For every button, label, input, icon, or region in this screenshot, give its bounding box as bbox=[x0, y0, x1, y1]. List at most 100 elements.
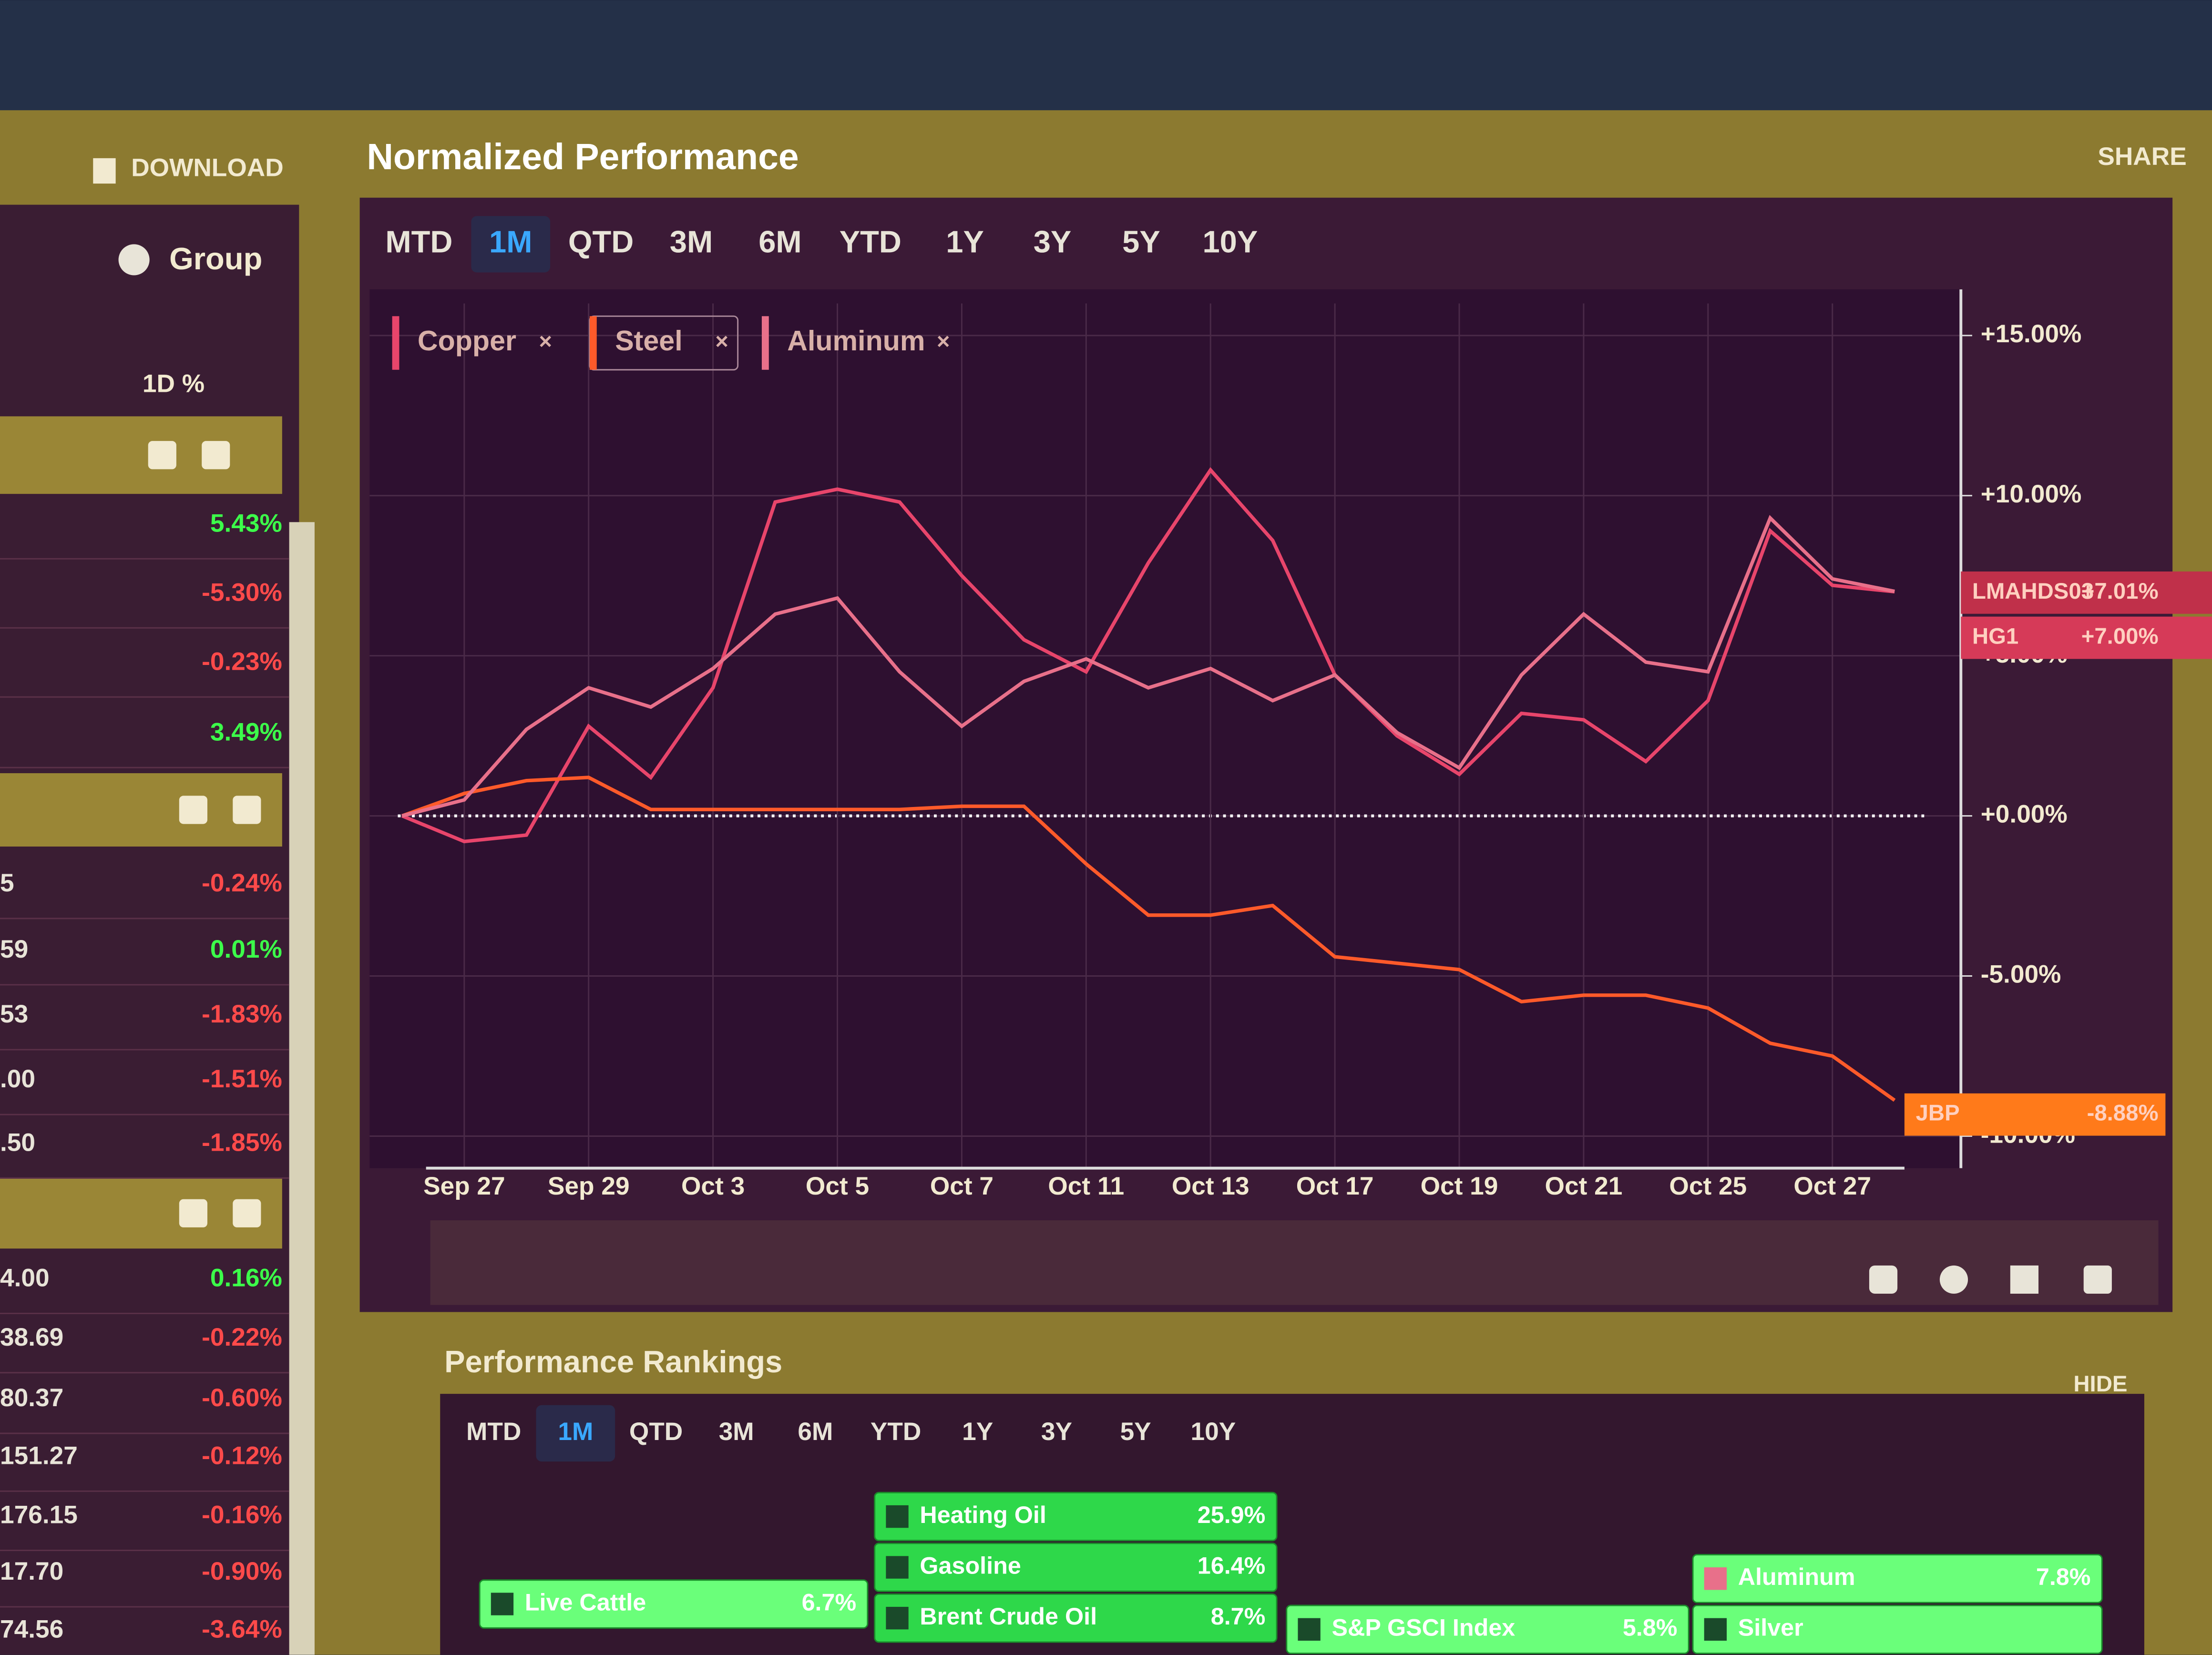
ranking-tile[interactable] bbox=[874, 1492, 1278, 1542]
ranking-tile[interactable] bbox=[479, 1579, 869, 1629]
tool-icon[interactable] bbox=[1939, 1265, 1968, 1294]
series-line bbox=[401, 467, 1895, 844]
y-tick-label: -5.00% bbox=[1981, 960, 2061, 989]
sort-icon[interactable] bbox=[179, 796, 207, 824]
tool-icon[interactable] bbox=[2010, 1265, 2039, 1294]
x-tick-label: Oct 25 bbox=[1669, 1172, 1747, 1200]
ranking-name: Heating Oil bbox=[920, 1501, 1046, 1528]
range-button[interactable]: 10Y bbox=[1202, 225, 1258, 259]
legend-remove[interactable]: × bbox=[937, 329, 950, 354]
hide-button[interactable]: HIDE bbox=[2073, 1371, 2127, 1397]
range-button[interactable]: 3M bbox=[719, 1418, 754, 1446]
download-button[interactable]: DOWNLOAD bbox=[131, 154, 283, 182]
ranking-check bbox=[491, 1593, 514, 1615]
range-button[interactable]: 6M bbox=[798, 1418, 833, 1446]
x-tick-label: Oct 5 bbox=[806, 1172, 869, 1200]
row-label: .00 bbox=[0, 1065, 35, 1093]
ranking-name: Brent Crude Oil bbox=[920, 1603, 1097, 1630]
range-button[interactable]: 6M bbox=[758, 225, 801, 259]
row-label: 4.00 bbox=[0, 1264, 50, 1292]
range-active-bg bbox=[536, 1405, 615, 1462]
legend-swatch bbox=[392, 316, 399, 370]
range-button[interactable]: QTD bbox=[629, 1418, 683, 1446]
row-change: 0.01% bbox=[210, 935, 282, 963]
price-tag-ticker: HG1 bbox=[1972, 623, 2018, 649]
ranking-check bbox=[886, 1556, 909, 1579]
row-label: 59 bbox=[0, 935, 28, 963]
price-tag-value: +7.01% bbox=[2081, 579, 2159, 604]
ranking-check bbox=[1704, 1567, 1727, 1590]
sort-icon[interactable] bbox=[233, 796, 261, 824]
row-change: -1.85% bbox=[202, 1128, 282, 1156]
x-tick-label: Oct 21 bbox=[1545, 1172, 1623, 1200]
scrollbar bbox=[289, 522, 315, 1655]
range-button[interactable]: 5Y bbox=[1122, 225, 1160, 259]
ranking-name: S&P GSCI Index bbox=[1331, 1614, 1515, 1641]
sort-icon[interactable] bbox=[148, 441, 176, 470]
range-button[interactable]: QTD bbox=[568, 225, 634, 259]
ranking-tile[interactable] bbox=[874, 1593, 1278, 1643]
range-button[interactable]: 10Y bbox=[1191, 1418, 1236, 1446]
legend-remove[interactable]: × bbox=[715, 329, 728, 354]
series-line bbox=[401, 776, 1896, 1102]
x-tick-label: Oct 19 bbox=[1421, 1172, 1498, 1200]
chart-tools bbox=[1869, 1265, 2112, 1294]
x-tick-label: Oct 7 bbox=[930, 1172, 993, 1200]
row-label: 38.69 bbox=[0, 1323, 63, 1351]
range-button[interactable]: 5Y bbox=[1120, 1418, 1151, 1446]
ranking-name: Gasoline bbox=[920, 1552, 1021, 1579]
x-tick-label: Oct 3 bbox=[681, 1172, 745, 1200]
range-button[interactable]: 3M bbox=[670, 225, 713, 259]
range-button[interactable]: YTD bbox=[840, 225, 901, 259]
download-icon bbox=[93, 158, 116, 184]
y-tick-label: +0.00% bbox=[1981, 800, 2068, 828]
x-tick-label: Oct 13 bbox=[1172, 1172, 1249, 1200]
row-change: -0.12% bbox=[202, 1441, 282, 1470]
range-button[interactable]: 1Y bbox=[962, 1418, 993, 1446]
y-tick-label: +10.00% bbox=[1981, 480, 2082, 508]
ranking-check bbox=[886, 1505, 909, 1528]
row-change: 0.16% bbox=[210, 1264, 282, 1292]
range-button[interactable]: MTD bbox=[466, 1418, 521, 1446]
range-button[interactable]: 3Y bbox=[1041, 1418, 1072, 1446]
tool-icon[interactable] bbox=[1869, 1265, 1898, 1294]
ranking-tile[interactable] bbox=[1692, 1604, 2103, 1655]
x-tick-label: Sep 29 bbox=[548, 1172, 630, 1200]
x-tick-label: Sep 27 bbox=[423, 1172, 505, 1200]
sort-icon[interactable] bbox=[202, 441, 230, 470]
price-tag bbox=[1904, 1093, 2166, 1136]
legend-label: Copper bbox=[418, 325, 516, 357]
ranking-tile[interactable] bbox=[1286, 1604, 1690, 1655]
row-change: -3.64% bbox=[202, 1615, 282, 1643]
range-active-bg bbox=[471, 216, 551, 273]
row-change: -0.24% bbox=[202, 869, 282, 897]
ranking-tile[interactable] bbox=[1692, 1553, 2103, 1604]
range-button[interactable]: 1M bbox=[489, 225, 532, 259]
sort-icon[interactable] bbox=[233, 1199, 261, 1227]
row-change: -0.90% bbox=[202, 1557, 282, 1585]
x-tick-label: Oct 27 bbox=[1793, 1172, 1871, 1200]
ranking-value: 5.8% bbox=[1623, 1614, 1678, 1641]
legend-remove[interactable]: × bbox=[539, 329, 552, 354]
price-tag bbox=[1961, 616, 2212, 659]
legend-chip[interactable] bbox=[589, 315, 739, 371]
group-header bbox=[0, 416, 282, 494]
row-label: 53 bbox=[0, 1000, 28, 1028]
ranking-name: Silver bbox=[1738, 1614, 1803, 1641]
range-button[interactable]: YTD bbox=[870, 1418, 922, 1446]
series-line bbox=[401, 515, 1895, 818]
ranking-tile[interactable] bbox=[874, 1543, 1278, 1592]
range-button[interactable]: 3Y bbox=[1034, 225, 1072, 259]
price-tag-value: +7.00% bbox=[2081, 623, 2159, 649]
tool-icon[interactable] bbox=[2083, 1265, 2112, 1294]
row-change: -1.51% bbox=[202, 1065, 282, 1093]
legend-label: Aluminum bbox=[787, 325, 925, 357]
range-button[interactable]: 1Y bbox=[946, 225, 984, 259]
ranking-name: Live Cattle bbox=[525, 1588, 646, 1615]
range-button[interactable]: 1M bbox=[558, 1418, 593, 1446]
sort-icon[interactable] bbox=[179, 1199, 207, 1227]
group-button[interactable]: Group bbox=[169, 241, 262, 276]
range-button[interactable]: MTD bbox=[385, 225, 452, 259]
share-button[interactable]: SHARE bbox=[2098, 143, 2186, 171]
